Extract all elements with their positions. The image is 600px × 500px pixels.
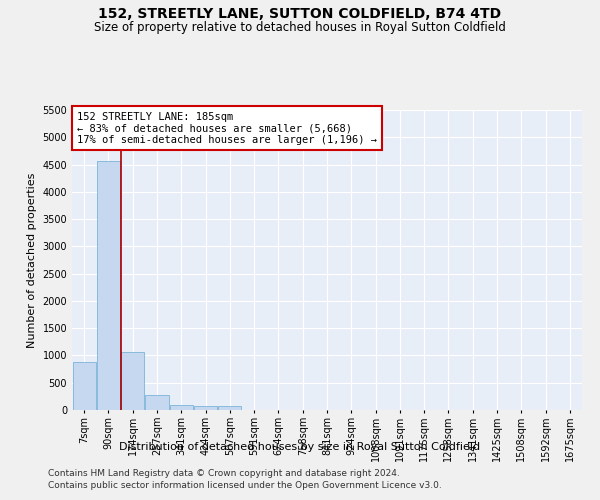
Bar	[145, 394, 169, 410]
Bar	[218, 406, 241, 410]
Text: Contains public sector information licensed under the Open Government Licence v3: Contains public sector information licen…	[48, 481, 442, 490]
Bar	[121, 352, 144, 410]
Bar	[73, 362, 95, 410]
Text: 152 STREETLY LANE: 185sqm
← 83% of detached houses are smaller (5,668)
17% of se: 152 STREETLY LANE: 185sqm ← 83% of detac…	[77, 112, 377, 144]
Text: 152, STREETLY LANE, SUTTON COLDFIELD, B74 4TD: 152, STREETLY LANE, SUTTON COLDFIELD, B7…	[98, 8, 502, 22]
Y-axis label: Number of detached properties: Number of detached properties	[27, 172, 37, 348]
Text: Distribution of detached houses by size in Royal Sutton Coldfield: Distribution of detached houses by size …	[119, 442, 481, 452]
Bar	[194, 406, 217, 410]
Text: Size of property relative to detached houses in Royal Sutton Coldfield: Size of property relative to detached ho…	[94, 21, 506, 34]
Text: Contains HM Land Registry data © Crown copyright and database right 2024.: Contains HM Land Registry data © Crown c…	[48, 468, 400, 477]
Bar	[170, 404, 193, 410]
Bar	[97, 162, 120, 410]
